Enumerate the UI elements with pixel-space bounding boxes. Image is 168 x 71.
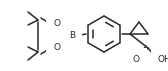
Text: O: O	[133, 56, 139, 64]
Text: B: B	[69, 32, 75, 40]
Text: OH: OH	[158, 56, 168, 64]
Text: O: O	[53, 44, 60, 52]
Text: O: O	[53, 20, 60, 28]
